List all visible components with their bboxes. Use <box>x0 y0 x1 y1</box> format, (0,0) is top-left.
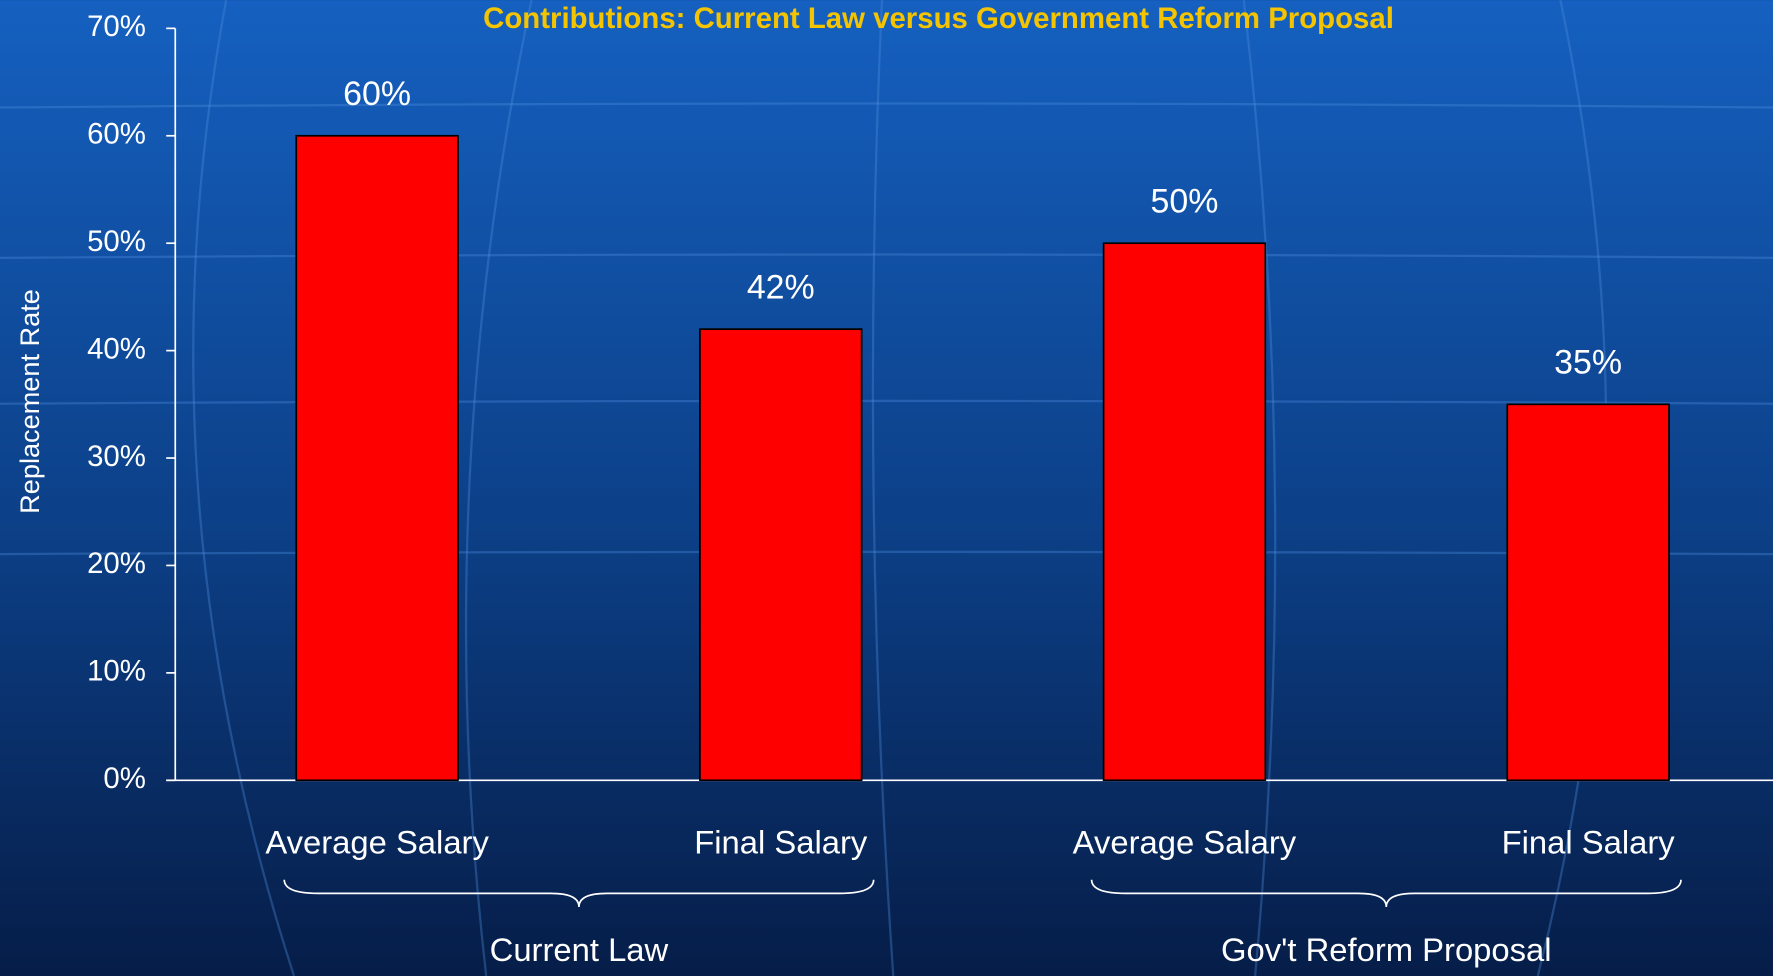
group-label: Gov't Reform Proposal <box>1221 931 1552 968</box>
data-label: 42% <box>747 269 815 307</box>
group-label: Current Law <box>490 931 669 968</box>
bar <box>699 328 863 782</box>
y-tick-label: 20% <box>87 547 146 580</box>
y-tick-label: 40% <box>87 332 146 365</box>
y-tick-label: 30% <box>87 440 146 473</box>
bar <box>1506 403 1670 782</box>
y-tick-label: 10% <box>87 655 146 688</box>
group-brace <box>1090 879 1682 908</box>
y-tick-label: 60% <box>87 118 146 151</box>
y-tick-label: 0% <box>103 762 145 795</box>
x-tick-label: Average Salary <box>265 823 489 860</box>
group-brace <box>283 879 875 908</box>
data-label: 35% <box>1554 344 1622 382</box>
y-tick-label: 50% <box>87 225 146 258</box>
y-tick-label: 70% <box>87 10 146 43</box>
data-label: 50% <box>1151 183 1219 221</box>
x-tick-label: Final Salary <box>1502 823 1676 860</box>
bar <box>1102 242 1267 782</box>
x-tick-label: Final Salary <box>694 823 868 860</box>
data-label: 60% <box>343 75 411 113</box>
bar <box>295 134 459 782</box>
y-axis-label: Replacement Rate <box>14 289 45 514</box>
chart-title: Contributions: Current Law versus Govern… <box>483 2 1394 35</box>
x-tick-label: Average Salary <box>1073 823 1297 860</box>
